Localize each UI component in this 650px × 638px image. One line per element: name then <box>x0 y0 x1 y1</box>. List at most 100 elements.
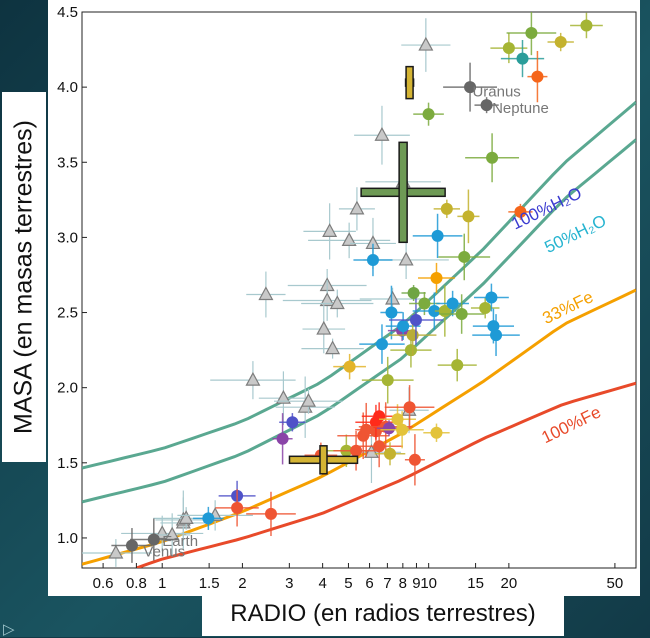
planet-triangle-marker <box>325 340 341 355</box>
planet-triangle-marker <box>258 286 274 301</box>
y-tick-label: 2.0 <box>57 380 78 397</box>
planet-dot-marker <box>516 52 529 65</box>
y-tick-label: 1.0 <box>57 530 78 547</box>
planet-triangle-marker <box>349 200 365 215</box>
planet-triangle-marker <box>319 292 335 307</box>
planet-dot-marker <box>375 338 388 351</box>
planet-dot-marker <box>202 512 215 525</box>
planet-dot-marker <box>431 229 444 242</box>
planet-dot-marker <box>451 359 464 372</box>
planet-dot-marker <box>125 539 138 552</box>
planet-dot-marker <box>391 413 404 426</box>
x-axis-label-box <box>202 596 564 636</box>
planet-dot-marker <box>418 297 431 310</box>
x-tick-label: 0.8 <box>126 575 147 592</box>
x-tick-label: 1.5 <box>199 575 220 592</box>
planet-dot-marker <box>531 70 544 83</box>
planet-dot-marker <box>480 99 493 112</box>
planet-name-label: Neptune <box>492 100 549 117</box>
planet-name-label: Venus <box>143 543 185 560</box>
x-tick-label: 1 <box>158 575 166 592</box>
planet-dot-marker <box>403 401 416 414</box>
planet-dot-marker <box>462 210 475 223</box>
cross-center <box>320 457 326 463</box>
planet-dot-marker <box>366 253 379 266</box>
cross-center <box>400 189 407 196</box>
planet-dot-marker <box>373 440 386 453</box>
planet-dot-marker <box>286 416 299 429</box>
x-tick-label: 6 <box>365 575 373 592</box>
plot-frame <box>81 11 637 569</box>
planet-triangle-marker <box>385 290 401 305</box>
planet-dot-marker <box>554 36 567 49</box>
planet-dot-marker <box>343 360 356 373</box>
x-tick-label: 7 <box>383 575 391 592</box>
planet-dot-marker <box>430 271 443 284</box>
planet-dot-marker <box>525 27 538 40</box>
planet-triangle-marker <box>316 320 332 335</box>
composition-curve <box>82 101 636 470</box>
composition-curve <box>82 138 636 504</box>
planet-dot-marker <box>485 291 498 304</box>
planet-dot-marker <box>514 205 527 218</box>
planet-dot-marker <box>276 432 289 445</box>
planet-dot-marker <box>440 202 453 215</box>
y-tick-label: 3.0 <box>57 229 78 246</box>
planet-triangle-marker <box>398 251 414 266</box>
x-tick-label: 9 <box>412 575 420 592</box>
planet-name-label: Earth <box>162 533 198 550</box>
planet-triangle-marker <box>108 544 124 559</box>
x-tick-label: 8 <box>399 575 407 592</box>
y-tick-label: 4.0 <box>57 79 78 96</box>
plot-area <box>82 12 636 568</box>
y-tick-label: 4.5 <box>57 4 78 21</box>
cross-center <box>407 80 413 86</box>
planet-dot-marker <box>369 416 382 429</box>
planet-triangle-marker <box>418 36 434 51</box>
planet-dot-marker <box>147 533 160 546</box>
planet-triangle-marker <box>322 223 338 237</box>
planet-dot-marker <box>458 250 471 263</box>
planet-dot-marker <box>409 314 422 327</box>
planet-dot-marker <box>580 19 593 32</box>
planet-dot-marker <box>384 447 397 460</box>
planet-dot-marker <box>350 444 363 457</box>
planet-dot-marker <box>422 108 435 121</box>
planet-triangle-marker <box>329 295 345 310</box>
planet-triangle-marker <box>341 232 357 247</box>
planet-triangle-marker <box>245 371 261 386</box>
y-axis-label-box <box>2 92 46 462</box>
planet-dot-marker <box>428 305 441 318</box>
x-tick-label: 4 <box>318 575 326 592</box>
curve-label: 50%H₂O <box>542 211 610 257</box>
planet-dot-marker <box>404 344 417 357</box>
y-tick-label: 2.5 <box>57 305 78 322</box>
y-tick-label: 1.5 <box>57 455 78 472</box>
play-outline-icon[interactable]: ▷ <box>3 621 15 638</box>
planet-dot-marker <box>396 423 409 436</box>
plot-panel <box>48 0 640 596</box>
x-tick-label: 2 <box>238 575 246 592</box>
planet-dot-marker <box>383 422 396 435</box>
planet-triangle-marker <box>275 389 291 404</box>
planet-dot-marker <box>455 308 468 321</box>
planet-dot-marker <box>479 302 492 315</box>
composition-curve <box>135 381 636 568</box>
planet-dot-marker <box>381 374 394 387</box>
x-tick-label: 5 <box>344 575 352 592</box>
planet-dot-marker <box>397 320 410 333</box>
planet-dot-marker <box>446 297 459 310</box>
planet-dot-marker <box>385 306 398 319</box>
x-tick-label: 10 <box>420 575 437 592</box>
x-tick-label: 20 <box>501 575 518 592</box>
planet-triangle-marker <box>178 510 194 525</box>
planet-dot-marker <box>231 501 244 514</box>
planet-triangle-marker <box>374 126 390 141</box>
x-tick-label: 3 <box>285 575 293 592</box>
planet-dot-marker <box>430 426 443 439</box>
planet-dot-marker <box>406 329 419 342</box>
planet-name-label: Uranus <box>472 84 520 101</box>
planet-dot-marker <box>486 151 499 164</box>
planet-dot-marker <box>408 453 421 466</box>
